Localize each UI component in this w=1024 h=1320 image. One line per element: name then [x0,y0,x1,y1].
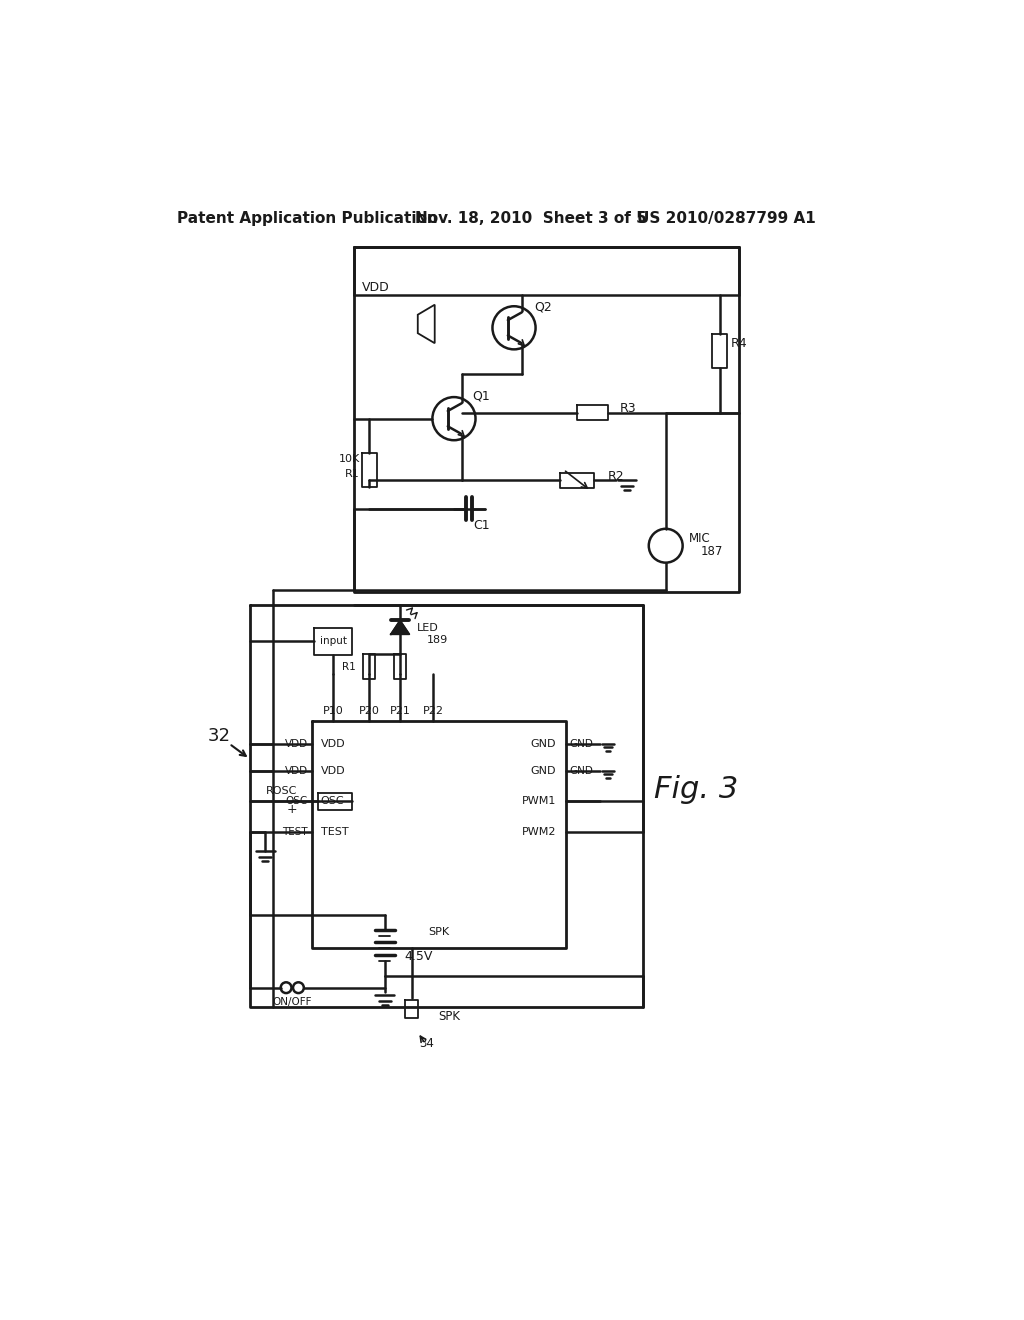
Text: VDD: VDD [361,281,389,294]
Text: MIC: MIC [689,532,711,545]
Text: GND: GND [569,739,593,748]
Text: LED: LED [417,623,438,634]
Text: input: input [319,636,346,647]
Text: Fig. 3: Fig. 3 [654,775,738,804]
Text: 4.5V: 4.5V [403,950,432,964]
Text: Patent Application Publication: Patent Application Publication [177,211,437,226]
Text: TEST: TEST [321,828,348,837]
Text: GND: GND [569,766,593,776]
Text: VDD: VDD [285,739,307,748]
Text: C1: C1 [473,519,489,532]
Text: US 2010/0287799 A1: US 2010/0287799 A1 [637,211,816,226]
Text: R1: R1 [345,469,360,479]
Text: Q2: Q2 [535,301,552,314]
Text: P20: P20 [358,706,380,717]
Text: OSC: OSC [286,796,307,807]
Text: P21: P21 [389,706,411,717]
Text: ON/OFF: ON/OFF [272,997,312,1007]
Text: 10K: 10K [339,454,360,463]
Text: VDD: VDD [285,766,307,776]
Text: R3: R3 [620,403,636,416]
Text: 187: 187 [700,545,723,558]
Text: Nov. 18, 2010  Sheet 3 of 5: Nov. 18, 2010 Sheet 3 of 5 [416,211,647,226]
Text: Q1: Q1 [472,389,490,403]
Polygon shape [391,620,410,635]
Text: 189: 189 [427,635,449,644]
Text: R2: R2 [608,470,625,483]
Text: PWM2: PWM2 [522,828,556,837]
Text: GND: GND [530,766,556,776]
Text: SPK: SPK [438,1010,461,1023]
Text: OSC: OSC [321,796,344,807]
Text: ROSC: ROSC [266,785,298,796]
Text: VDD: VDD [321,739,345,748]
Text: 34: 34 [419,1038,434,1051]
Text: +: + [287,803,298,816]
Text: P10: P10 [323,706,343,717]
Text: TEST: TEST [282,828,307,837]
Text: P22: P22 [423,706,443,717]
Text: 32: 32 [208,727,230,744]
Text: GND: GND [530,739,556,748]
Text: R4: R4 [731,337,748,350]
Text: VDD: VDD [321,766,345,776]
Text: R1: R1 [342,661,355,672]
Text: PWM1: PWM1 [522,796,556,807]
Text: SPK: SPK [428,927,450,937]
